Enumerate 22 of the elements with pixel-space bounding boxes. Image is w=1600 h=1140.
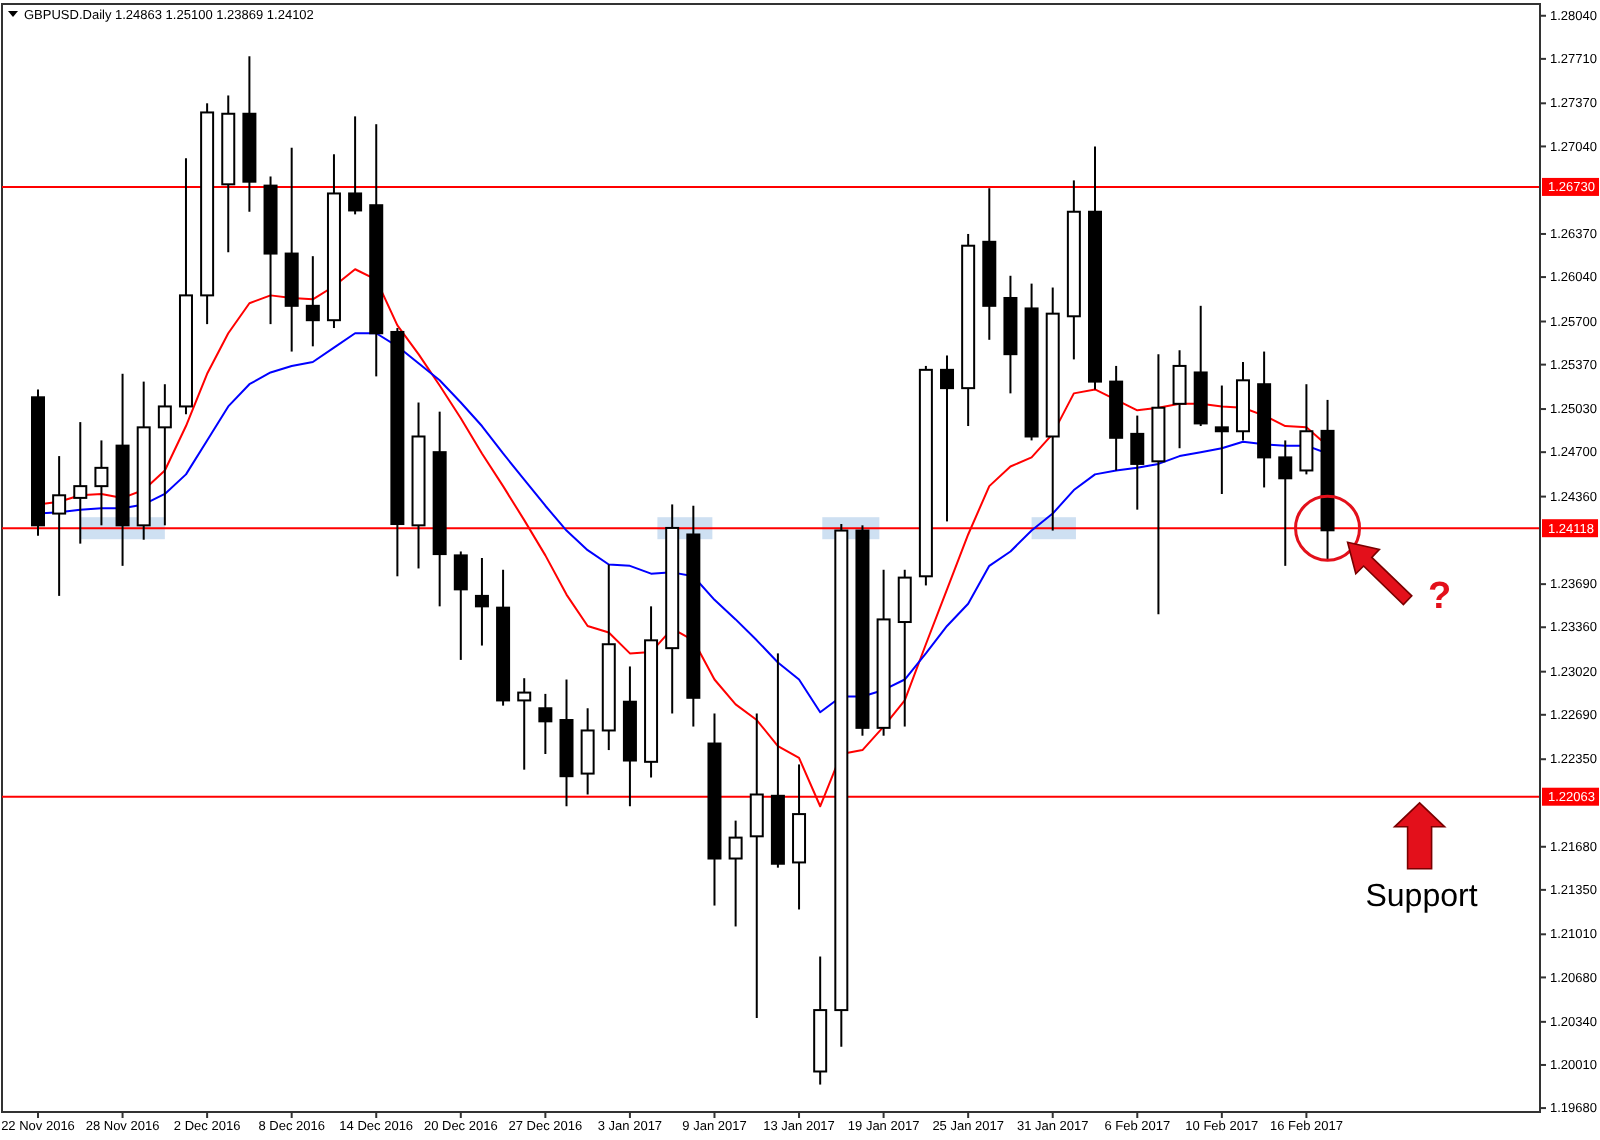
candlestick (348, 115, 363, 216)
candlestick (749, 712, 764, 1019)
candlestick (73, 421, 88, 545)
candlestick (580, 707, 595, 796)
candlestick (474, 557, 489, 647)
candlestick (1214, 384, 1229, 495)
candlestick (728, 819, 743, 928)
candlestick (94, 439, 109, 527)
candlestick (453, 550, 468, 661)
candlestick (1299, 383, 1314, 476)
candlestick (52, 455, 67, 597)
text: ? (1427, 575, 1452, 618)
candlestick (1172, 349, 1187, 450)
candlestick (305, 255, 320, 348)
candlestick (517, 677, 532, 771)
candlestick (1130, 414, 1145, 511)
text: Support (1365, 879, 1479, 914)
candlestick (940, 354, 955, 523)
candlestick (1278, 439, 1293, 567)
candlestick (157, 383, 172, 527)
candlestick (897, 568, 912, 728)
candlestick (538, 692, 553, 755)
